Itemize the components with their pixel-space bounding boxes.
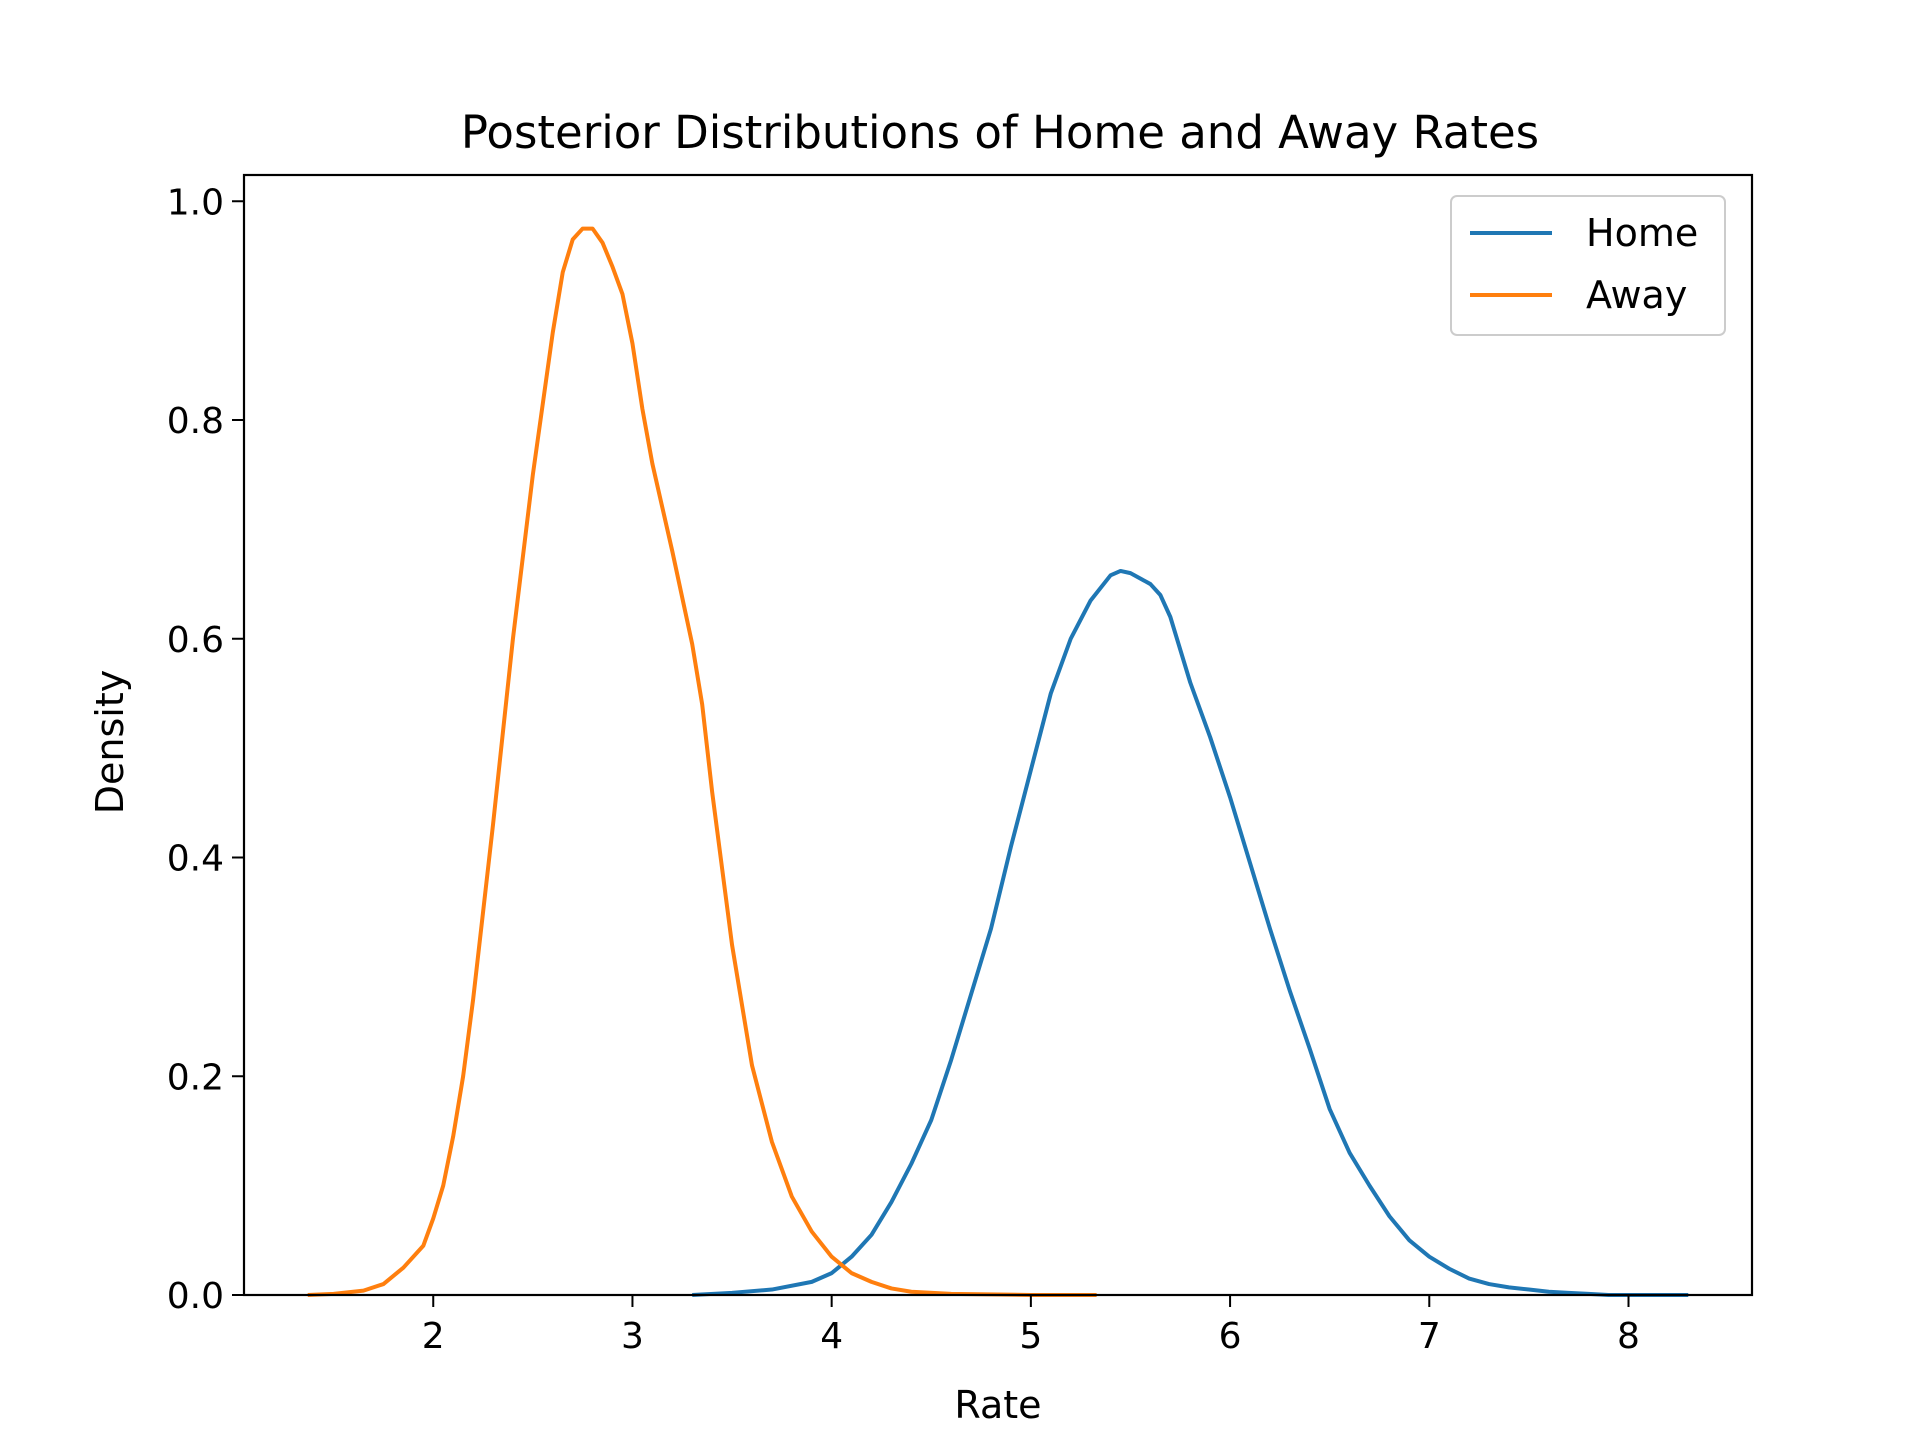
legend: Home Away [1450,195,1726,336]
x-tick-label: 4 [820,1316,843,1357]
x-tick-label: 8 [1617,1316,1640,1357]
legend-label-away: Away [1586,273,1687,317]
y-tick-label: 0.0 [167,1276,224,1317]
series-line-away [307,226,1097,1297]
y-axis-ticks: 0.0 0.2 0.4 0.6 0.8 1.0 [167,182,244,1317]
x-tick-label: 6 [1219,1316,1242,1357]
chart-title: Posterior Distributions of Home and Away… [461,106,1539,159]
x-tick-label: 7 [1418,1316,1441,1357]
y-tick-label: 1.0 [167,182,224,223]
series-layer [307,226,1689,1297]
plot-area-frame [242,173,1754,1297]
y-tick-label: 0.4 [167,839,224,880]
y-tick-label: 0.2 [167,1057,224,1098]
legend-label-home: Home [1586,211,1698,255]
y-axis-label: Density [88,670,132,814]
x-axis-label: Rate [954,1383,1041,1427]
x-axis-ticks: 2 3 4 5 6 7 8 [422,1295,1640,1357]
x-tick-label: 2 [422,1316,445,1357]
y-tick-label: 0.6 [167,620,224,661]
x-tick-label: 3 [621,1316,644,1357]
legend-box [1450,195,1726,336]
x-tick-label: 5 [1019,1316,1042,1357]
y-tick-label: 0.8 [167,401,224,442]
series-line-home [692,568,1689,1297]
